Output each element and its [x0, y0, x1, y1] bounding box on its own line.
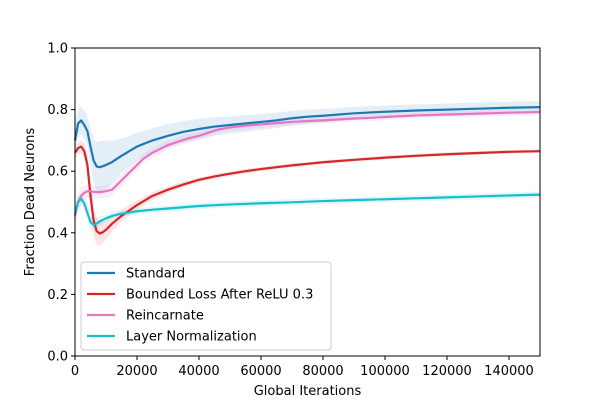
x-tick-label: 140000	[484, 364, 534, 379]
legend-entry-label: Reincarnate	[126, 309, 204, 324]
legend-entry-label: Standard	[126, 267, 185, 282]
legend-box	[80, 261, 332, 351]
y-axis-ticks: 0.0 0.2 0.4 0.6 0.8 1.0	[47, 42, 75, 365]
plot-area-frame	[74, 47, 541, 357]
legend-entry-label: Layer Normalization	[126, 330, 257, 345]
line-series-1	[74, 145, 541, 235]
line-series-3	[73, 193, 541, 227]
y-tick-label: 1.0	[47, 42, 68, 57]
y-tick-label: 0.4	[47, 226, 68, 241]
line-series-2	[73, 110, 541, 217]
x-axis-ticks: 0 20000 40000 60000 80000 100000 120000 140000	[71, 356, 534, 379]
y-tick-label: 0.2	[47, 288, 68, 303]
y-tick-label: 0.8	[47, 103, 68, 118]
band-series-1	[75, 140, 540, 246]
x-tick-label: 120000	[422, 364, 472, 379]
x-tick-label: 100000	[360, 364, 410, 379]
y-axis-label: Fraction Dead Neurons	[23, 128, 38, 277]
y-tick-label: 0.6	[47, 165, 68, 180]
x-axis-label: Global Iterations	[254, 384, 362, 399]
series-lines	[73, 106, 541, 235]
x-tick-label: 80000	[302, 364, 343, 379]
y-tick-label: 0.0	[47, 350, 68, 365]
confidence-bands	[75, 100, 540, 246]
legend-entry-label: Bounded Loss After ReLU 0.3	[126, 288, 313, 303]
x-tick-label: 60000	[240, 364, 281, 379]
legend: Standard Bounded Loss After ReLU 0.3 Reinc…	[80, 261, 332, 351]
x-tick-label: 0	[71, 364, 79, 379]
x-tick-label: 20000	[116, 364, 157, 379]
band-series-0	[75, 100, 540, 194]
x-tick-label: 40000	[178, 364, 219, 379]
line-series-0	[73, 106, 541, 169]
